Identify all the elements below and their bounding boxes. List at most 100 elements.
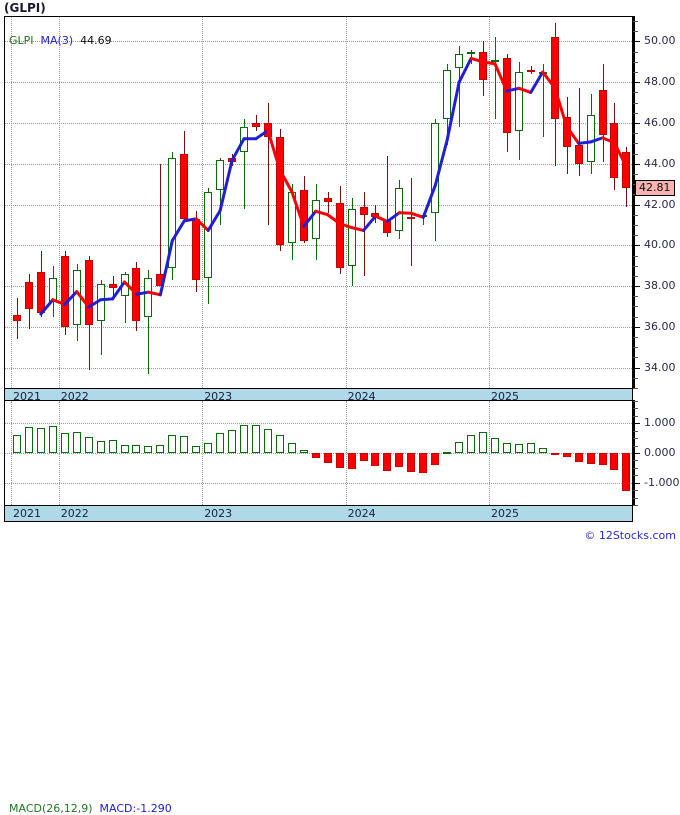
price-minor-tick: [633, 21, 638, 23]
candle-down: [359, 206, 368, 215]
candle-up: [443, 70, 452, 119]
macd-vgridline: [202, 401, 204, 505]
price-xtick-label: 2023: [204, 390, 233, 403]
candle-down: [622, 151, 631, 189]
price-minor-tick: [633, 92, 638, 94]
price-minor-tick: [633, 153, 638, 155]
moving-average-line: [39, 56, 628, 316]
candle-down: [12, 314, 21, 321]
price-minor-tick: [633, 173, 638, 175]
price-vgridline: [345, 17, 347, 388]
candle-wick: [244, 118, 245, 209]
candle-down: [60, 255, 69, 327]
macd-tick-label: -1.000: [644, 475, 680, 489]
macd-bar-positive: [108, 440, 117, 453]
macd-bar-positive: [180, 436, 189, 453]
macd-bar-positive: [72, 431, 81, 453]
candle-wick: [543, 63, 544, 138]
candle-wick: [148, 269, 149, 374]
macd-bar-positive: [36, 428, 45, 453]
macd-vgridline: [11, 401, 12, 505]
price-minor-tick: [633, 102, 638, 104]
macd-bar-positive: [216, 433, 225, 453]
price-tick-mark: [633, 123, 640, 124]
macd-bar-positive: [299, 450, 308, 453]
macd-bar-positive: [479, 431, 488, 453]
candle-down: [574, 145, 583, 164]
macd-bar-positive: [502, 443, 511, 453]
macd-bar-negative: [574, 453, 583, 462]
macd-tick-mark: [633, 423, 640, 425]
macd-vgridline: [58, 401, 60, 505]
price-minor-tick: [633, 143, 638, 145]
candle-wick: [579, 88, 580, 176]
macd-bar-positive: [204, 442, 213, 453]
macd-xtick-label: 2022: [60, 507, 89, 520]
price-chart-panel[interactable]: GLPI MA(3) 44.69: [4, 16, 633, 389]
page-title: (GLPI): [4, 1, 46, 15]
candle-up: [490, 59, 499, 62]
macd-minor-tick: [633, 467, 638, 469]
candle-down: [275, 137, 284, 246]
candle-up: [467, 51, 476, 54]
candle-down: [550, 37, 559, 119]
price-gridline: [5, 163, 632, 165]
candle-down: [526, 70, 535, 73]
price-minor-tick: [633, 214, 638, 216]
macd-bar-positive: [132, 444, 141, 453]
macd-bar-positive: [443, 452, 452, 455]
macd-bar-negative: [359, 453, 368, 462]
macd-bar-positive: [275, 434, 284, 453]
macd-chart-panel[interactable]: MACD(26,12,9) MACD:-1.290: [4, 400, 633, 815]
macd-minor-tick: [633, 401, 638, 402]
macd-bar-negative: [383, 453, 392, 471]
candle-wick: [160, 163, 161, 287]
macd-bar-positive: [490, 438, 499, 453]
macd-tick-label: 1.000: [644, 416, 676, 430]
price-tick-mark: [633, 326, 640, 328]
macd-bar-positive: [192, 445, 201, 453]
macd-bar-positive: [96, 441, 105, 453]
macd-xtick-label: 2024: [347, 507, 376, 520]
candle-wick: [220, 157, 221, 225]
macd-bar-negative: [335, 453, 344, 469]
candle-wick: [531, 65, 532, 75]
macd-bar-positive: [168, 434, 177, 453]
macd-x-axis: 2021 2022 2023 2024 2025: [4, 505, 633, 522]
price-tick-mark: [633, 286, 640, 288]
price-xtick-label: 2021: [13, 390, 41, 403]
price-minor-tick: [633, 133, 638, 135]
candle-wick: [364, 192, 365, 276]
macd-minor-tick: [633, 415, 638, 417]
candle-up: [455, 53, 464, 68]
price-minor-tick: [633, 316, 638, 318]
price-minor-tick: [633, 357, 638, 359]
price-xtick-label: 2024: [347, 390, 376, 403]
price-vgridline: [11, 17, 12, 388]
price-minor-tick: [633, 51, 638, 53]
macd-bar-negative: [311, 453, 320, 459]
price-tick-mark: [633, 41, 640, 43]
candle-wick: [387, 155, 388, 238]
legend-ma-value: 44.69: [80, 34, 112, 47]
legend-macd-indicator: MACD(26,12,9): [9, 802, 93, 815]
price-vgridline: [202, 17, 204, 388]
macd-minor-tick: [633, 460, 638, 462]
legend-ma-label: MA(3): [40, 34, 74, 47]
macd-bar-negative: [371, 453, 380, 467]
macd-bar-positive: [60, 433, 69, 453]
price-legend: GLPI MA(3) 44.69: [9, 34, 112, 47]
price-tick-mark: [633, 245, 640, 247]
legend-symbol: GLPI: [9, 34, 34, 47]
macd-minor-tick: [633, 430, 638, 432]
macd-bar-negative: [622, 453, 631, 492]
price-tick-mark: [633, 204, 640, 206]
candle-wick: [268, 102, 269, 225]
candle-up: [395, 188, 404, 232]
candle-wick: [471, 49, 472, 64]
macd-bar-negative: [610, 453, 619, 470]
macd-minor-tick: [633, 490, 638, 492]
candle-down: [180, 153, 189, 219]
price-gridline: [5, 41, 632, 43]
price-xtick-label: 2022: [60, 390, 89, 403]
